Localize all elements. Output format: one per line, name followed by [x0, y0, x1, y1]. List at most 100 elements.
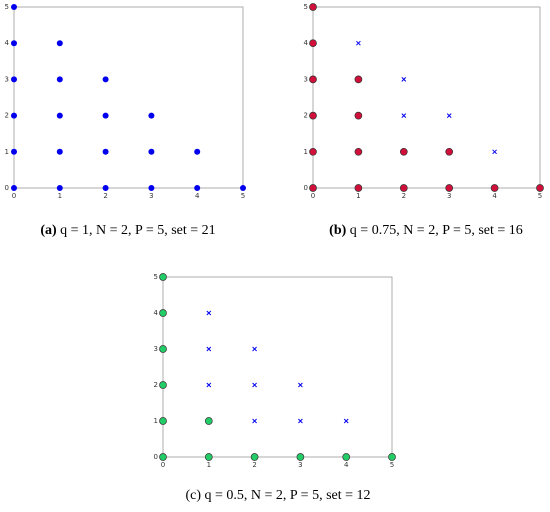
point [309, 111, 317, 120]
caption: (a) q = 1, N = 2, P = 5, set = 21 [40, 223, 215, 238]
caption: (b) q = 0.75, N = 2, P = 5, set = 16 [329, 223, 523, 238]
point [240, 185, 246, 191]
point [102, 112, 109, 119]
point [159, 309, 167, 317]
x-tick-label: 4 [492, 192, 497, 200]
y-tick-label: 2 [5, 112, 9, 120]
x-tick-label: 0 [311, 192, 315, 200]
x-marker [252, 382, 257, 388]
x-marker [343, 418, 349, 424]
point [102, 185, 109, 191]
point [445, 147, 454, 156]
x-marker [298, 382, 303, 388]
point [102, 76, 109, 83]
point [159, 273, 167, 281]
x-tick-label: 5 [241, 192, 245, 200]
x-tick-label: 4 [344, 461, 349, 469]
point [399, 147, 408, 156]
point [194, 148, 201, 155]
point [56, 185, 63, 191]
point [490, 184, 499, 192]
plot-frame [162, 276, 393, 458]
y-tick-label: 2 [154, 381, 158, 389]
point [388, 453, 396, 461]
x-tick-label: 1 [356, 192, 360, 200]
point [309, 147, 317, 156]
y-tick-label: 4 [5, 39, 10, 47]
x-tick-label: 5 [390, 461, 394, 469]
y-tick-label: 0 [304, 184, 308, 192]
point [159, 453, 167, 461]
x-tick-label: 3 [149, 192, 153, 200]
y-tick-label: 5 [5, 3, 9, 11]
x-tick-label: 1 [58, 192, 62, 200]
y-tick-label: 3 [154, 345, 158, 353]
x-marker [206, 382, 212, 388]
y-tick-label: 5 [304, 3, 308, 11]
y-tick-label: 1 [5, 148, 9, 156]
caption-label: (c) [185, 488, 201, 503]
point [159, 417, 167, 425]
point [342, 453, 351, 461]
y-tick-label: 5 [154, 273, 158, 281]
x-tick-label: 3 [298, 461, 302, 469]
point [309, 3, 317, 11]
point [309, 39, 317, 48]
y-tick-label: 1 [304, 148, 308, 156]
x-marker [252, 346, 257, 352]
x-marker [252, 418, 257, 424]
x-marker [492, 149, 497, 155]
y-tick-label: 0 [5, 184, 9, 192]
point [56, 76, 63, 83]
plot-frame [312, 6, 541, 189]
point [309, 75, 317, 84]
y-tick-label: 3 [5, 75, 9, 83]
point [204, 417, 213, 425]
point [11, 112, 17, 119]
point [148, 112, 155, 119]
x-tick-label: 2 [402, 192, 406, 200]
point [309, 184, 317, 192]
caption: (c) q = 0.5, N = 2, P = 5, set = 12 [185, 488, 370, 503]
point [11, 185, 17, 191]
point [11, 4, 17, 10]
y-tick-label: 3 [304, 75, 308, 83]
x-tick-label: 3 [447, 192, 451, 200]
x-marker [206, 346, 212, 352]
point [296, 453, 305, 461]
x-tick-label: 5 [538, 192, 542, 200]
caption-text: q = 0.75, N = 2, P = 5, set = 16 [350, 223, 523, 238]
point [148, 148, 155, 155]
caption-label: (a) [40, 223, 57, 238]
point [445, 184, 454, 192]
x-tick-label: 2 [103, 192, 107, 200]
point [56, 112, 63, 119]
x-marker [298, 418, 303, 424]
x-tick-label: 4 [195, 192, 200, 200]
point [11, 40, 17, 47]
point [354, 111, 363, 120]
point [159, 345, 167, 353]
point [354, 147, 363, 156]
point [204, 453, 213, 461]
y-tick-label: 2 [304, 112, 308, 120]
x-marker [401, 77, 407, 82]
y-tick-label: 0 [154, 453, 158, 461]
point [159, 381, 167, 389]
x-marker [356, 40, 361, 46]
y-tick-label: 4 [304, 39, 309, 47]
point [250, 453, 259, 461]
caption-text: q = 1, N = 2, P = 5, set = 21 [60, 223, 216, 238]
point [148, 185, 155, 191]
x-marker [401, 113, 407, 118]
x-tick-label: 0 [12, 192, 16, 200]
point [354, 75, 363, 84]
point [399, 184, 408, 192]
y-tick-label: 1 [154, 417, 158, 425]
point [536, 184, 544, 192]
plot-frame [13, 6, 244, 189]
point [11, 148, 17, 155]
x-marker [206, 310, 212, 316]
point [194, 185, 201, 191]
